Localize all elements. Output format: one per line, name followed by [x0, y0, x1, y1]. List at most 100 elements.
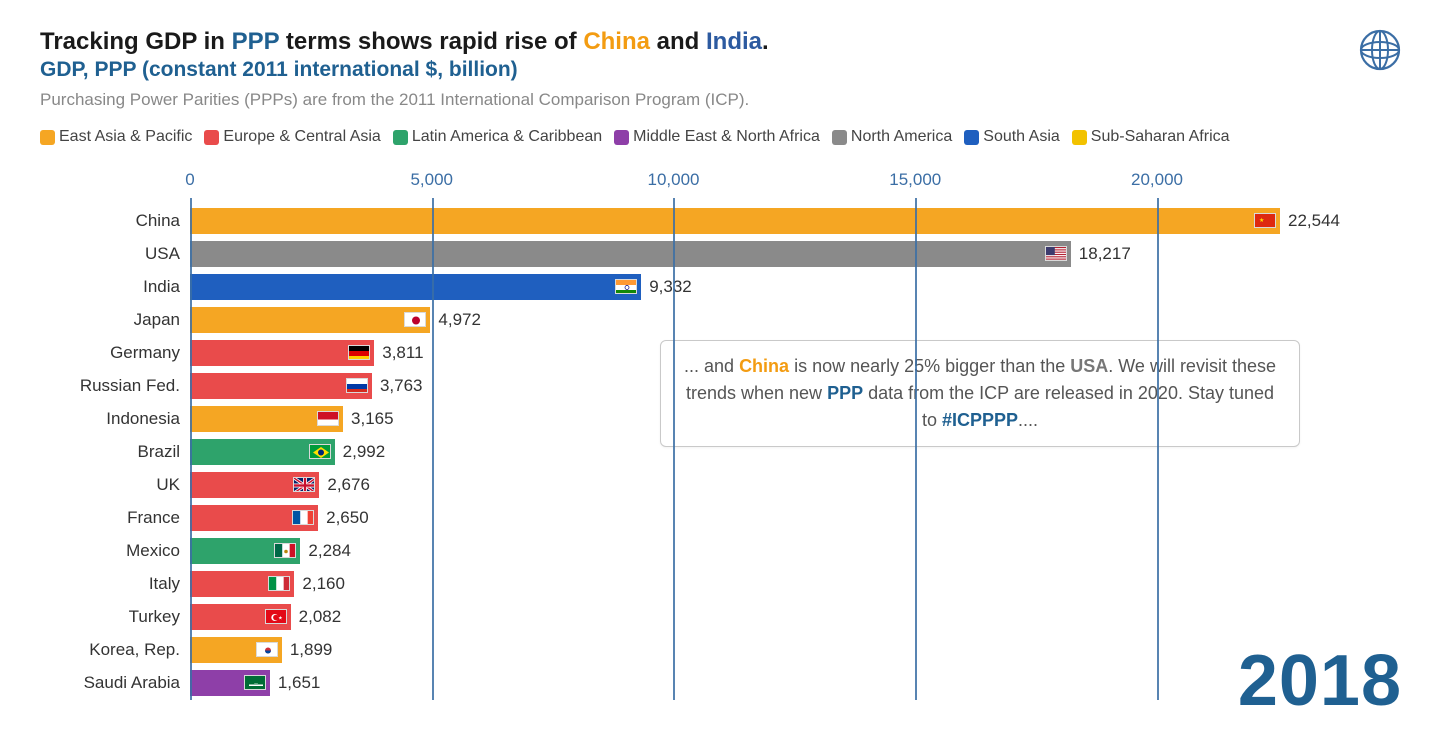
legend-item: Middle East & North Africa	[614, 128, 820, 146]
legend-swatch	[832, 130, 847, 145]
bar-country-label: USA	[40, 244, 190, 264]
flag-icon: ★	[1254, 213, 1276, 228]
legend-label: Latin America & Caribbean	[412, 128, 602, 146]
flag-icon	[615, 279, 637, 294]
flag-icon	[256, 642, 278, 657]
svg-text:★: ★	[1259, 217, 1264, 224]
bar-country-label: UK	[40, 475, 190, 495]
bar-country-label: China	[40, 211, 190, 231]
bar-value-label: 2,284	[300, 541, 351, 561]
title-text: Tracking GDP in	[40, 28, 232, 55]
annotation-hashtag: #ICPPPP	[942, 410, 1018, 430]
annotation-china: China	[739, 356, 789, 376]
chart-legend: East Asia & Pacific Europe & Central Asia…	[40, 128, 1402, 146]
axis-tick-label: 20,000	[1131, 170, 1183, 190]
flag-icon	[274, 543, 296, 558]
flag-icon	[1045, 246, 1067, 261]
legend-item: South Asia	[964, 128, 1060, 146]
gridline	[673, 198, 675, 700]
axis-tick-label: 15,000	[889, 170, 941, 190]
legend-label: East Asia & Pacific	[59, 128, 192, 146]
bar-value-label: 2,676	[319, 475, 370, 495]
bar-chart: 05,00010,00015,00020,000 China★22,544USA…	[190, 170, 1280, 700]
bar-country-label: Italy	[40, 574, 190, 594]
bar-row: Saudi Arabiaـــ1,651	[190, 666, 1280, 699]
title-text: and	[650, 28, 706, 55]
legend-swatch	[614, 130, 629, 145]
bar-country-label: Indonesia	[40, 409, 190, 429]
flag-icon	[317, 411, 339, 426]
flag-icon	[309, 444, 331, 459]
bar-value-label: 22,544	[1280, 211, 1340, 231]
bar-country-label: Japan	[40, 310, 190, 330]
bar-country-label: Russian Fed.	[40, 376, 190, 396]
flag-icon: ـــ	[244, 675, 266, 690]
bar: 18,217	[190, 241, 1071, 267]
bar-container: China★22,544USA18,217India9,332Japan4,97…	[190, 204, 1280, 699]
legend-item: Sub-Saharan Africa	[1072, 128, 1230, 146]
bar: 2,650	[190, 505, 318, 531]
globe-icon	[1358, 28, 1402, 77]
legend-swatch	[204, 130, 219, 145]
bar-country-label: Brazil	[40, 442, 190, 462]
bar-country-label: Korea, Rep.	[40, 640, 190, 660]
bar-value-label: 3,763	[372, 376, 423, 396]
bar: 4,972	[190, 307, 430, 333]
axis-tick-label: 0	[185, 170, 194, 190]
bar-value-label: 2,650	[318, 508, 369, 528]
legend-label: Middle East & North Africa	[633, 128, 820, 146]
bar-row: Italy2,160	[190, 567, 1280, 600]
bar: 2,284	[190, 538, 300, 564]
gridline	[915, 198, 917, 700]
bar-row: China★22,544	[190, 204, 1280, 237]
bar-value-label: 2,992	[335, 442, 386, 462]
legend-label: Sub-Saharan Africa	[1091, 128, 1230, 146]
annotation-text: ... and	[684, 356, 739, 376]
bar-value-label: 18,217	[1071, 244, 1131, 264]
legend-label: South Asia	[983, 128, 1060, 146]
bar: ★22,544	[190, 208, 1280, 234]
chart-header: Tracking GDP in PPP terms shows rapid ri…	[40, 28, 1402, 110]
flag-icon	[293, 477, 315, 492]
annotation-usa: USA	[1070, 356, 1108, 376]
bar: 3,811	[190, 340, 374, 366]
legend-item: Latin America & Caribbean	[393, 128, 602, 146]
bar-value-label: 3,165	[343, 409, 394, 429]
bar: 3,165	[190, 406, 343, 432]
bar-country-label: France	[40, 508, 190, 528]
bar-row: Korea, Rep.1,899	[190, 633, 1280, 666]
chart-title: Tracking GDP in PPP terms shows rapid ri…	[40, 28, 1402, 56]
title-china: China	[583, 28, 650, 55]
bar-value-label: 1,899	[282, 640, 333, 660]
flag-icon	[404, 312, 426, 327]
legend-item: Europe & Central Asia	[204, 128, 380, 146]
bar-row: UK2,676	[190, 468, 1280, 501]
bar-row: Turkey★2,082	[190, 600, 1280, 633]
gridline	[190, 198, 192, 700]
bar-row: France2,650	[190, 501, 1280, 534]
bar: 3,763	[190, 373, 372, 399]
axis-tick-label: 5,000	[410, 170, 453, 190]
year-label: 2018	[1238, 640, 1402, 722]
legend-swatch	[1072, 130, 1087, 145]
legend-label: Europe & Central Asia	[223, 128, 380, 146]
bar-country-label: Mexico	[40, 541, 190, 561]
bar: ★2,082	[190, 604, 291, 630]
bar-value-label: 2,160	[294, 574, 345, 594]
bar: 1,899	[190, 637, 282, 663]
bar-value-label: 1,651	[270, 673, 321, 693]
legend-item: North America	[832, 128, 952, 146]
annotation-text: is now nearly 25% bigger than the	[789, 356, 1070, 376]
x-axis: 05,00010,00015,00020,000	[190, 170, 1280, 198]
flag-icon	[292, 510, 314, 525]
bar: 2,992	[190, 439, 335, 465]
bar-country-label: India	[40, 277, 190, 297]
legend-swatch	[393, 130, 408, 145]
bar-value-label: 9,332	[641, 277, 692, 297]
chart-note: Purchasing Power Parities (PPPs) are fro…	[40, 90, 1402, 110]
title-india: India	[706, 28, 762, 55]
bar-value-label: 2,082	[291, 607, 342, 627]
legend-swatch	[964, 130, 979, 145]
title-ppp: PPP	[232, 28, 280, 55]
axis-tick-label: 10,000	[647, 170, 699, 190]
